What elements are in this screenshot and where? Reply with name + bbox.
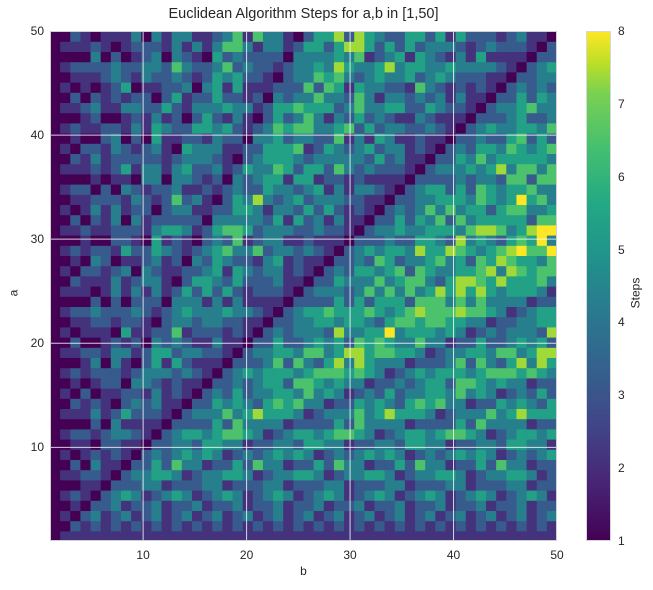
heatmap-plot-area	[50, 31, 557, 541]
x-tick-label: 40	[446, 548, 461, 562]
colorbar-label: Steps	[628, 277, 643, 309]
y-tick-label: 40	[30, 128, 44, 143]
colorbar-tick-label: 6	[618, 169, 625, 184]
colorbar-tick-label: 2	[618, 461, 625, 476]
y-axis-label: a	[6, 289, 21, 297]
colorbar-tick-label: 7	[618, 96, 625, 111]
y-tick-label: 30	[30, 232, 44, 247]
heatmap-grid	[50, 31, 557, 541]
chart-title: Euclidean Algorithm Steps for a,b in [1,…	[168, 6, 439, 22]
colorbar-tick-label: 1	[618, 534, 625, 548]
colorbar-tick-label: 3	[618, 388, 625, 403]
y-tick-label: 10	[30, 440, 44, 455]
y-tick-label: 50	[30, 24, 44, 38]
x-tick-label: 20	[239, 548, 254, 562]
colorbar-tick-label: 4	[618, 315, 625, 330]
x-axis-label: b	[300, 564, 307, 578]
x-tick-label: 30	[343, 548, 357, 562]
colorbar-tick-label: 8	[618, 24, 625, 38]
colorbar	[586, 31, 611, 541]
x-tick-label: 10	[136, 548, 150, 562]
y-tick-label: 20	[30, 336, 44, 351]
colorbar-tick-label: 5	[618, 242, 625, 257]
x-tick-label: 50	[550, 548, 564, 562]
